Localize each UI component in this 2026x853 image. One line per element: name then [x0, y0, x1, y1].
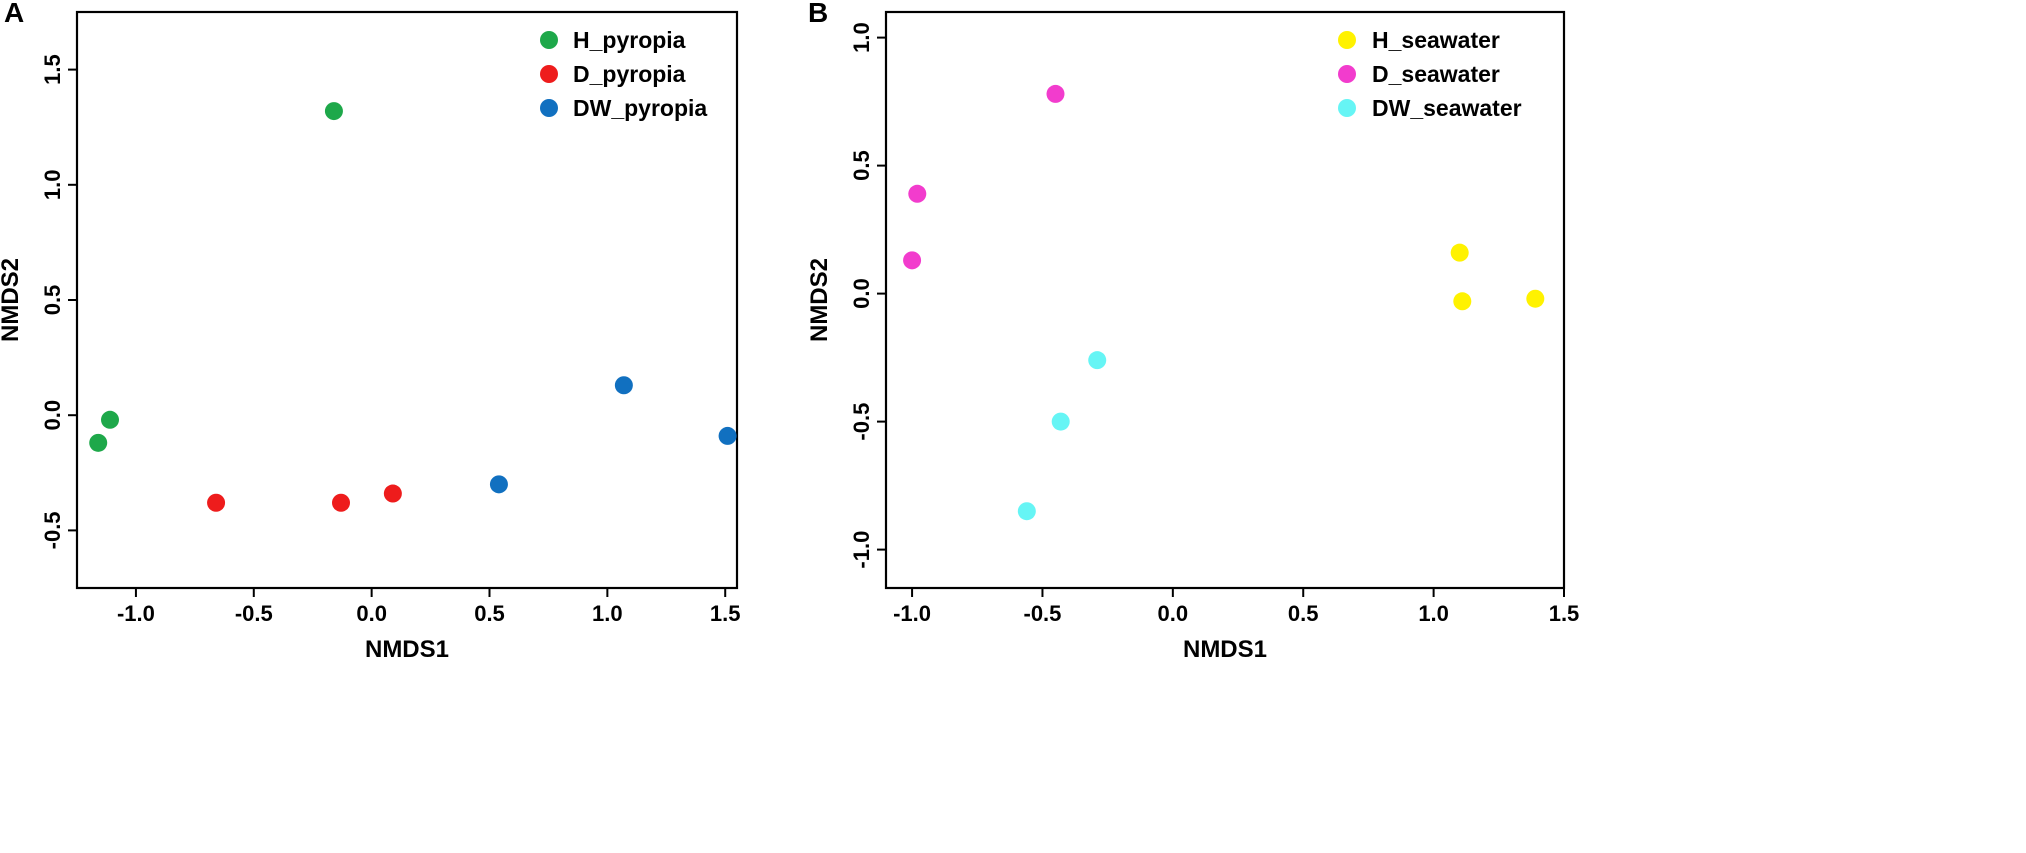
x-tick-label: 1.5: [710, 601, 741, 626]
y-axis-title: NMDS2: [806, 258, 833, 342]
y-tick-label: 0.5: [40, 285, 65, 316]
data-point-h-pyropia: [89, 433, 108, 452]
x-tick-label: -1.0: [117, 601, 155, 626]
legend-label-h-pyropia: H_pyropia: [573, 27, 686, 53]
legend-label-d-seawater: D_seawater: [1372, 61, 1500, 87]
y-tick-label: 1.5: [40, 54, 65, 85]
legend-marker-h-pyropia: [540, 31, 558, 49]
x-axis-title: NMDS1: [365, 636, 449, 663]
x-tick-label: -0.5: [1024, 601, 1062, 626]
data-point-dw-seawater: [1088, 351, 1107, 370]
data-point-d-seawater: [903, 251, 922, 270]
panel-letter: A: [4, 0, 24, 28]
data-point-h-pyropia: [101, 410, 119, 429]
data-point-d-pyropia: [332, 493, 350, 512]
data-point-h-pyropia: [324, 102, 343, 121]
data-point-d-seawater: [1046, 84, 1065, 103]
y-tick-label: 0.0: [40, 400, 65, 431]
y-tick-label: 0.0: [849, 278, 874, 309]
panel-a-pyropia: A -1.0 -0.5 0.0 0.5 1.0 1.5 -0.5 0.0 0.5 1.0 1.5 NMD…: [0, 0, 741, 663]
data-point-h-seawater: [1450, 243, 1469, 262]
data-point-dw-seawater: [1051, 412, 1070, 431]
x-axis-title: NMDS1: [1183, 636, 1267, 663]
data-point-d-seawater: [908, 184, 927, 203]
data-point-d-pyropia: [383, 484, 402, 503]
x-tick-label: 0.5: [474, 601, 505, 626]
legend-marker-dw-pyropia: [540, 99, 558, 117]
legend-label-h-seawater: H_seawater: [1372, 27, 1500, 53]
legend-marker-d-seawater: [1338, 65, 1356, 83]
y-tick-label: 1.0: [849, 22, 874, 53]
legend-label-d-pyropia: D_pyropia: [573, 61, 686, 87]
x-tick-label: 0.0: [356, 601, 387, 626]
plot-frame: [884, 10, 1566, 590]
legend-label-dw-pyropia: DW_pyropia: [573, 95, 707, 121]
x-tick-label: 0.5: [1288, 601, 1319, 626]
x-tick-label: -0.5: [235, 601, 273, 626]
panel-b-seawater: B -1.0 -0.5 0.0 0.5 1.0 1.5 -1.0 -0.5 0.0 0.5 1.0 NM…: [806, 0, 1579, 663]
y-tick-label: 1.0: [40, 170, 65, 201]
legend-label-dw-seawater: DW_seawater: [1372, 95, 1522, 121]
x-tick-label: 1.0: [592, 601, 623, 626]
legend-marker-dw-seawater: [1338, 99, 1356, 117]
data-point-h-seawater: [1526, 289, 1545, 308]
y-tick-label: -0.5: [849, 403, 874, 441]
data-point-dw-seawater: [1017, 502, 1036, 521]
data-point-d-pyropia: [207, 493, 226, 512]
y-tick-label: -1.0: [849, 531, 874, 569]
x-tick-label: 1.0: [1418, 601, 1449, 626]
y-axis-title: NMDS2: [0, 258, 24, 342]
y-tick-label: 0.5: [849, 150, 874, 181]
data-point-dw-pyropia: [489, 475, 508, 494]
data-point-dw-pyropia: [718, 426, 737, 445]
x-tick-label: -1.0: [893, 601, 931, 626]
data-point-dw-pyropia: [614, 376, 633, 395]
panel-letter: B: [808, 0, 828, 28]
x-tick-label: 0.0: [1158, 601, 1189, 626]
data-point-h-seawater: [1453, 292, 1472, 311]
x-tick-label: 1.5: [1549, 601, 1580, 626]
legend-marker-h-seawater: [1338, 31, 1356, 49]
legend-marker-d-pyropia: [540, 65, 558, 83]
y-tick-label: -0.5: [40, 511, 65, 549]
